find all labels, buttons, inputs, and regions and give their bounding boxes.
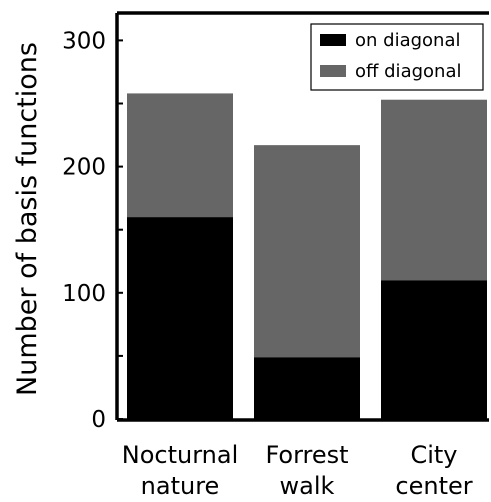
- axes-layer: [115, 11, 489, 422]
- y-tick-label: 100: [62, 281, 106, 307]
- y-tick-labels: 0 100 200 300: [62, 28, 106, 433]
- x-tick-label: City center: [395, 441, 472, 500]
- bar-off-diagonal-1: [127, 93, 233, 218]
- legend-label: on diagonal: [355, 30, 460, 51]
- bar-on-diagonal-3: [381, 280, 487, 419]
- bars-layer: [127, 93, 487, 419]
- bar-on-diagonal-1: [127, 217, 233, 419]
- legend-swatch: [320, 34, 346, 46]
- legend-label: off diagonal: [355, 61, 461, 82]
- y-tick-label: 200: [62, 155, 106, 181]
- x-tick-label: Forrest walk: [265, 441, 348, 500]
- y-tick-label: 0: [91, 407, 106, 433]
- x-tick-label: Nocturnal nature: [122, 441, 238, 500]
- bar-off-diagonal-3: [381, 99, 487, 281]
- bar-off-diagonal-2: [254, 145, 360, 358]
- y-tick-label: 300: [62, 28, 106, 54]
- legend-swatch: [320, 65, 346, 77]
- x-tick-labels: Nocturnal nature Forrest walk City center: [122, 441, 473, 500]
- bar-on-diagonal-2: [254, 357, 360, 419]
- y-axis-label: Number of basis functions: [12, 42, 43, 396]
- legend: on diagonal off diagonal: [310, 23, 484, 91]
